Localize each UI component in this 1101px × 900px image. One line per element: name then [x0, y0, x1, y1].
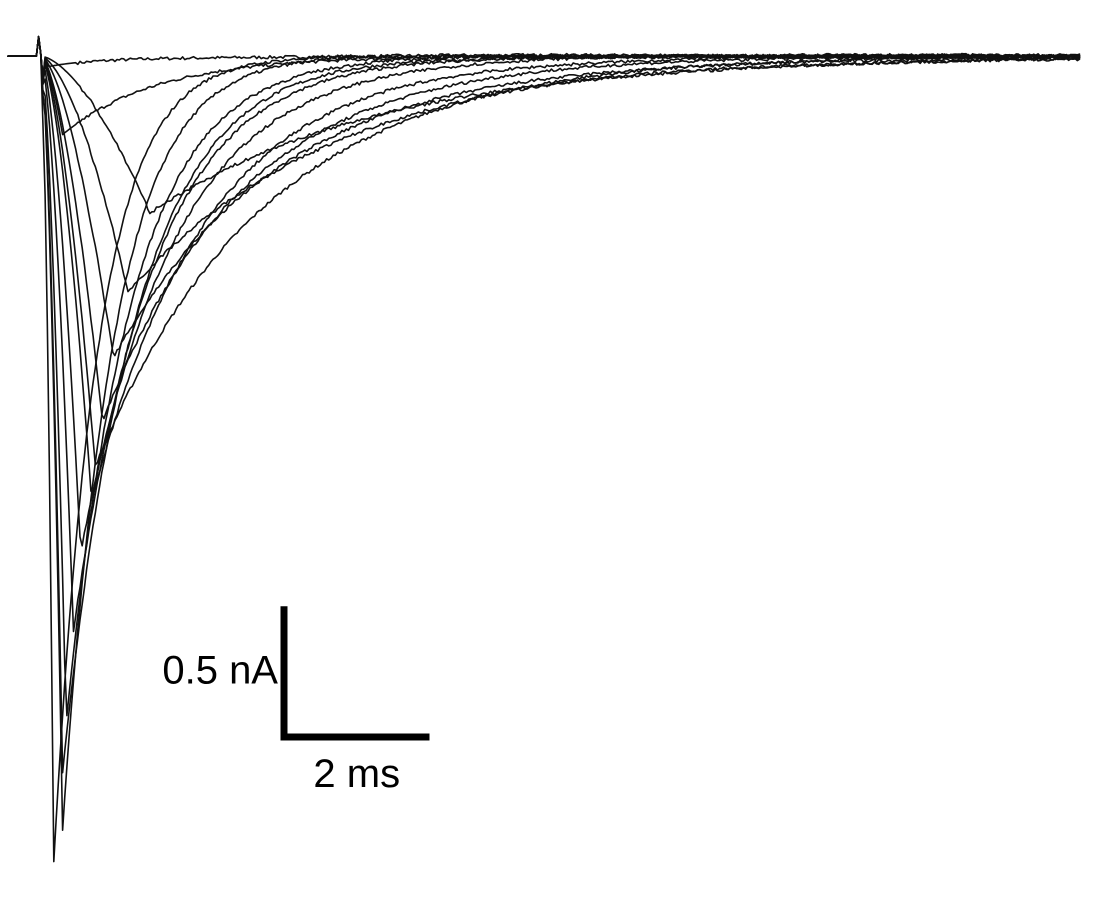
scale-bar-group: 0.5 nA 2 ms — [162, 606, 430, 796]
current-traces — [7, 35, 1081, 863]
current-trace-8 — [7, 35, 1081, 633]
current-trace-12 — [7, 35, 1081, 357]
current-trace-6 — [7, 35, 1081, 831]
current-trace-9 — [7, 35, 1081, 547]
current-trace-14 — [7, 35, 1081, 215]
current-trace-7 — [7, 35, 1081, 717]
current-trace-11 — [7, 35, 1081, 420]
current-trace-10 — [7, 35, 1081, 495]
scale-bar-time-label: 2 ms — [313, 752, 400, 796]
current-trace-5 — [7, 35, 1081, 863]
scale-bar-current-label: 0.5 nA — [162, 649, 278, 693]
